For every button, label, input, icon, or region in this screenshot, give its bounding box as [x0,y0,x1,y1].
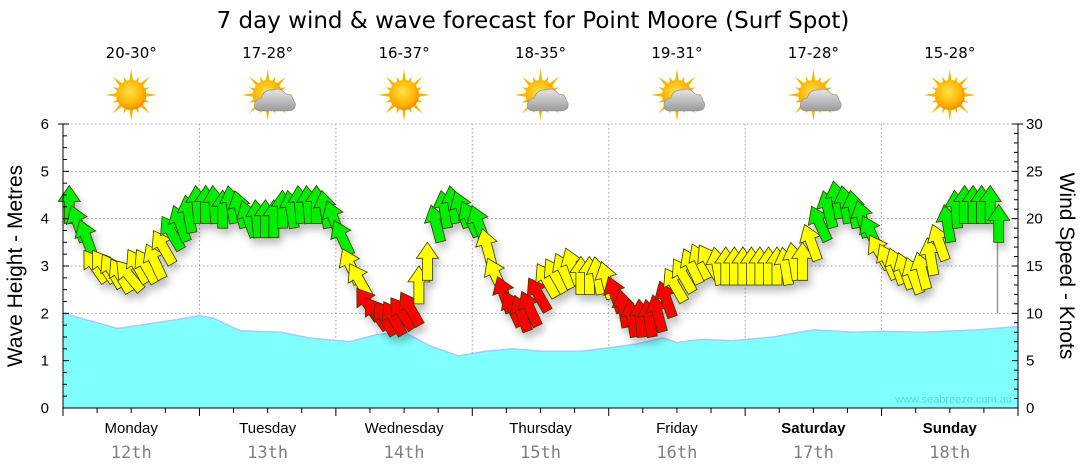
sun-disc [116,80,147,110]
y-tick-label-right: 0 [1026,400,1034,417]
partly-cloudy-icon [787,69,842,121]
y-tick-label-right: 30 [1026,116,1043,133]
sun-ray [650,92,665,98]
partly-cloudy-icon [650,69,706,121]
y-tick-label-right: 25 [1026,163,1043,180]
wind-arrow [986,203,1011,243]
temperature-range: 16-37° [379,44,430,62]
sun-ray [143,92,158,98]
wind-arrow [799,223,823,263]
wind-arrow [415,241,440,281]
cloud [254,88,296,112]
sun-ray [674,69,680,83]
wave-area [62,312,1019,408]
sun-ray [961,92,976,98]
sun-ray [416,92,431,98]
sun-ray [401,69,407,83]
y-axis-label-right: Wind Speed - Knots [1055,173,1078,360]
sun-ray [538,69,543,83]
sun-disc [389,80,420,110]
cloud-shape [254,88,296,112]
y-axis-label-left: Wave Height - Metres [4,165,27,367]
date-label: 16th [656,443,697,463]
cloud-shape [663,88,706,112]
wind-arrows [57,180,1011,339]
partly-cloudy-icon [514,69,569,121]
sun-ray [811,69,816,83]
sunny-icon [378,69,431,121]
day-headers: 20-30° 17-28° 16-37° 18-35° 19-31° 17-28° 15-2… [105,44,976,121]
temperature-range: 17-28° [788,44,839,62]
date-label: 14th [384,443,425,463]
y-tick-label-left: 4 [41,211,49,228]
y-tick-label-left: 3 [41,258,49,275]
cloud [800,88,842,112]
cloud [663,88,706,112]
temperature-range: 15-28° [924,44,975,62]
day-label: Sunday [923,420,978,437]
day-label: Friday [656,420,698,437]
sun-ray [947,69,952,83]
y-tick-label-left: 2 [41,305,49,322]
day-label: Saturday [781,420,846,437]
sun-ray [105,92,120,98]
wave-height-area [63,313,1018,408]
sun-ray [265,69,270,83]
wave-height-line [62,312,1019,357]
axes: 0 1 2 3 4 5 6 0 5 10 15 20 25 30 Monday 12th Tuesday 13th… [41,116,1043,463]
y-tick-label-left: 0 [41,400,49,417]
watermark: www.seabreeze.com.au [894,394,1012,406]
temperature-range: 17-28° [242,44,293,62]
cloud-shape [800,88,842,112]
wind-arrow [978,184,1002,224]
cloud [527,88,569,112]
date-label: 13th [247,443,288,463]
partly-cloudy-icon [241,69,296,121]
y-tick-label-left: 1 [41,353,49,370]
sunny-icon [923,69,976,121]
sun-ray [787,92,802,98]
cloud-shape [527,88,569,112]
sun-ray [378,92,393,98]
y-tick-label-right: 15 [1026,258,1043,275]
date-label: 18th [929,443,970,463]
chart-title: 7 day wind & wave forecast for Point Moo… [217,8,850,34]
date-label: 12th [111,443,152,463]
day-label: Monday [105,420,159,437]
sun-disc [934,80,965,110]
sun-ray [241,92,256,98]
sun-ray [923,92,938,98]
temperature-range: 19-31° [651,44,702,62]
sun-ray [947,107,952,121]
sun-ray [401,107,407,121]
temperature-range: 20-30° [106,44,157,62]
y-tick-label-right: 10 [1026,305,1043,322]
sun-ray [129,107,134,121]
y-tick-label-left: 5 [41,163,49,180]
y-tick-label-right: 20 [1026,211,1043,228]
day-label: Thursday [509,420,572,437]
temperature-range: 18-35° [515,44,566,62]
day-label: Wednesday [365,420,444,437]
y-tick-label-left: 6 [41,116,49,133]
date-label: 17th [793,443,834,463]
y-tick-label-right: 5 [1026,353,1034,370]
sunny-icon [105,69,158,121]
date-label: 15th [520,443,561,463]
sun-ray [129,69,134,83]
sun-ray [514,92,529,98]
day-label: Tuesday [239,420,296,437]
